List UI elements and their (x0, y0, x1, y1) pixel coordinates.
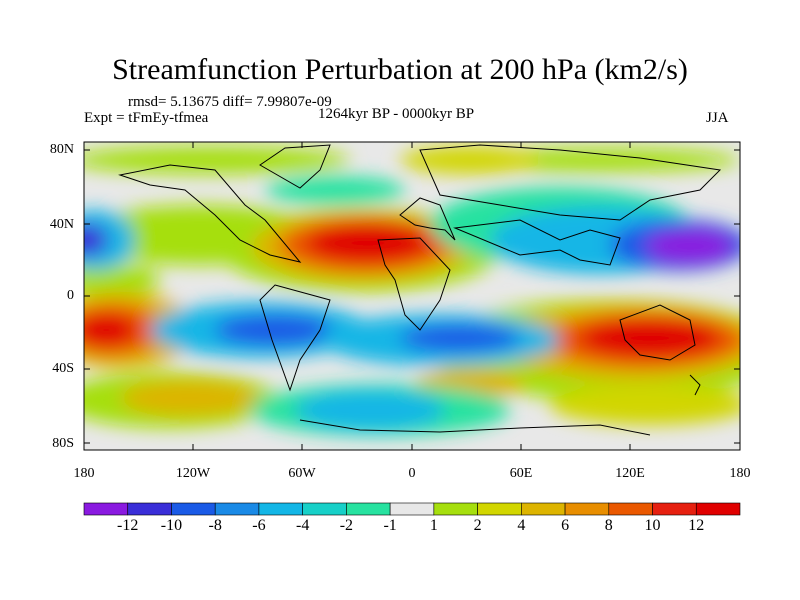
map-title: Streamfunction Perturbation at 200 hPa (… (112, 53, 688, 86)
colorbar-swatch (258, 502, 303, 516)
period-label: 1264kyr BP - 0000kyr BP (318, 106, 475, 122)
colorbar-label: 1 (429, 517, 438, 534)
colorbar-label: -6 (252, 517, 266, 534)
colorbar (83, 502, 741, 516)
axis-ticks (83, 142, 741, 450)
colorbar-label: 8 (604, 517, 613, 534)
lon-label-180e: 180 (729, 466, 751, 481)
colorbar-swatch (695, 502, 741, 516)
lon-label-120w: 120W (175, 466, 211, 481)
lon-label-60w: 60W (288, 466, 316, 481)
streamfunction-field (84, 142, 740, 450)
lon-label-60e: 60E (509, 466, 533, 481)
colorbar-swatch (171, 502, 216, 516)
lon-label-180w: 180 (73, 466, 95, 481)
colorbar-swatch (389, 502, 435, 516)
colorbar-swatch (521, 502, 566, 516)
colorbar-swatch (652, 502, 697, 516)
lon-label-0: 0 (408, 466, 416, 481)
colorbar-swatch (346, 502, 391, 516)
colorbar-label: -10 (160, 517, 183, 534)
colorbar-swatch (302, 502, 347, 516)
colorbar-label: -2 (339, 517, 354, 534)
colorbar-label: 2 (473, 517, 482, 534)
colorbar-swatch (433, 502, 478, 516)
experiment-label: Expt = tFmEy-tfmea (84, 110, 209, 126)
colorbar-label: -8 (208, 517, 222, 534)
colorbar-swatch (127, 502, 172, 516)
stats-text: rmsd= 5.13675 diff= 7.99807e-09 (128, 94, 332, 110)
colorbar-swatch (477, 502, 522, 516)
coastlines (118, 144, 722, 436)
season-label: JJA (706, 110, 729, 126)
lat-label-80s: 80S (52, 436, 74, 451)
colorbar-label: -12 (117, 517, 139, 534)
colorbar-swatch (83, 502, 129, 516)
colorbar-label: -1 (383, 517, 397, 534)
colorbar-label: 10 (644, 517, 661, 534)
colorbar-label: 4 (517, 517, 526, 534)
colorbar-swatch (564, 502, 610, 516)
lon-label-120e: 120E (615, 466, 645, 481)
lat-label-40n: 40N (49, 217, 74, 232)
colorbar-label: -4 (295, 517, 310, 534)
colorbar-swatch (214, 502, 260, 516)
lat-label-eq: 0 (67, 288, 74, 303)
colorbar-label: 12 (688, 517, 705, 534)
lat-label-40s: 40S (52, 361, 74, 376)
colorbar-swatch (608, 502, 653, 516)
colorbar-label: 6 (561, 517, 570, 534)
lat-label-80n: 80N (49, 142, 74, 157)
